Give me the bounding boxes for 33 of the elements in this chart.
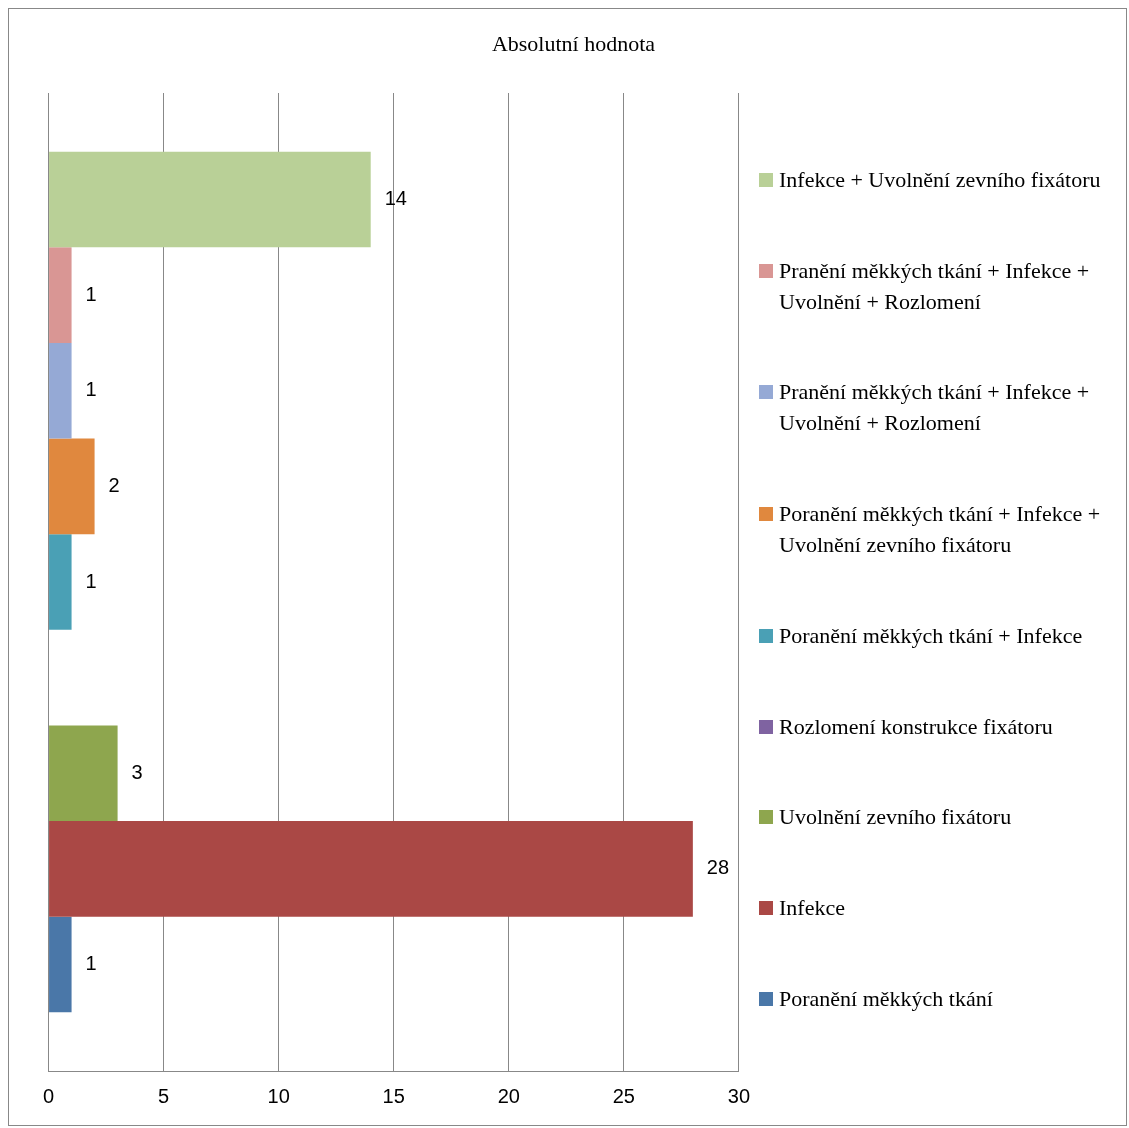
legend-label: Rozlomení konstrukce fixátoru (779, 712, 1053, 741)
data-label: 1 (85, 378, 97, 401)
data-label: 3 (131, 760, 143, 783)
legend-label: Pranění měkkých tkání + Infekce + Uvolnění + Rozlomení (779, 256, 1091, 316)
x-tick-label: 20 (497, 1084, 520, 1107)
bar (49, 247, 72, 343)
bar (49, 916, 72, 1013)
legend-label: Poranění měkkých tkání (779, 985, 993, 1013)
bar (49, 821, 693, 917)
data-label: 28 (706, 856, 730, 879)
x-tick-label: 5 (158, 1084, 170, 1107)
legend-label: Uvolnění zevního fixátoru (779, 803, 1012, 832)
x-tick-label: 25 (612, 1084, 635, 1107)
chart-title: Absolutní hodnota (490, 31, 657, 57)
bar (49, 438, 95, 535)
legend-label: Poranění měkkých tkání + Infekce + Uvolnění zevního fixátoru (779, 500, 1102, 560)
bar (49, 725, 118, 822)
bar (49, 342, 72, 439)
data-label: 1 (85, 569, 97, 592)
x-tick-label: 10 (267, 1084, 290, 1107)
x-tick-label: 15 (382, 1084, 405, 1107)
data-label: 1 (85, 282, 97, 305)
legend-label: Infekce + Uvolnění zevního fixátoru (779, 165, 1101, 194)
legend-label: Infekce (779, 894, 845, 923)
data-label: 1 (85, 952, 97, 975)
bar (49, 534, 72, 630)
data-label: 14 (384, 187, 407, 210)
bar (49, 151, 371, 248)
legend-label: Poranění měkkých tkání + Infekce (779, 621, 1083, 650)
x-tick-label: 30 (727, 1084, 750, 1107)
x-tick-label: 0 (43, 1084, 55, 1107)
legend-label: Pranění měkkých tkání + Infekce + Uvolnění + Rozlomení (779, 378, 1091, 438)
data-label: 2 (108, 473, 120, 496)
